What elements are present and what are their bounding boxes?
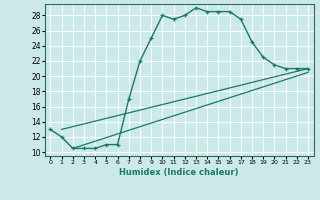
X-axis label: Humidex (Indice chaleur): Humidex (Indice chaleur) bbox=[119, 168, 239, 177]
